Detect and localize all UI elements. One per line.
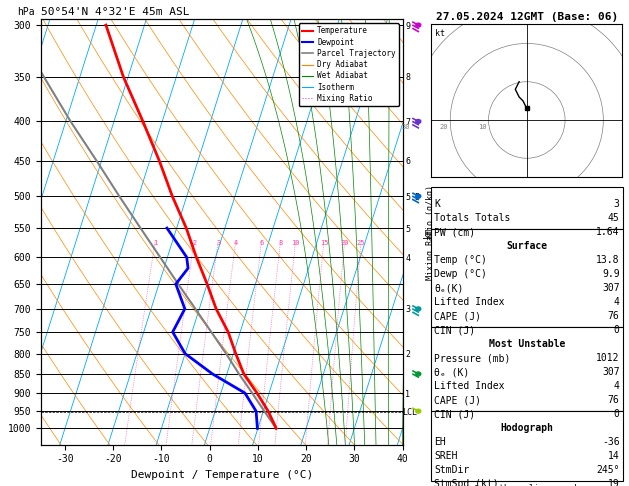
Text: kt: kt	[435, 29, 445, 38]
Text: Temp (°C): Temp (°C)	[434, 255, 487, 265]
Text: 19: 19	[608, 479, 620, 486]
Text: 4: 4	[614, 297, 620, 307]
Text: θₑ (K): θₑ (K)	[434, 367, 469, 377]
Text: Surface: Surface	[506, 241, 547, 251]
Text: 0: 0	[614, 325, 620, 335]
Text: StmSpd (kt): StmSpd (kt)	[434, 479, 499, 486]
Text: 1: 1	[153, 240, 157, 246]
Text: CAPE (J): CAPE (J)	[434, 311, 481, 321]
Text: CAPE (J): CAPE (J)	[434, 395, 481, 405]
Text: © weatheronline.co.uk: © weatheronline.co.uk	[474, 484, 579, 486]
Text: -36: -36	[602, 437, 620, 447]
Text: 0: 0	[614, 409, 620, 419]
Text: Mixing Ratio (g/kg): Mixing Ratio (g/kg)	[426, 185, 435, 279]
Text: 4: 4	[234, 240, 238, 246]
Text: 9.9: 9.9	[602, 269, 620, 279]
Text: hPa: hPa	[18, 7, 35, 17]
Text: Lifted Index: Lifted Index	[434, 297, 504, 307]
Text: 307: 307	[602, 283, 620, 293]
Text: 4: 4	[614, 381, 620, 391]
Text: Dewp (°C): Dewp (°C)	[434, 269, 487, 279]
Text: θₑ(K): θₑ(K)	[434, 283, 464, 293]
Text: CIN (J): CIN (J)	[434, 325, 475, 335]
Text: 8: 8	[279, 240, 283, 246]
Text: Lifted Index: Lifted Index	[434, 381, 504, 391]
Y-axis label: km
ASL: km ASL	[423, 223, 445, 241]
Text: 1.64: 1.64	[596, 227, 620, 237]
Text: CIN (J): CIN (J)	[434, 409, 475, 419]
Text: 10: 10	[478, 124, 487, 130]
Text: 2: 2	[192, 240, 196, 246]
Text: SREH: SREH	[434, 451, 457, 461]
Text: 307: 307	[602, 367, 620, 377]
Text: 1012: 1012	[596, 353, 620, 363]
Text: 14: 14	[608, 451, 620, 461]
Text: 30: 30	[401, 124, 410, 130]
Text: K: K	[434, 199, 440, 209]
Text: PW (cm): PW (cm)	[434, 227, 475, 237]
Text: EH: EH	[434, 437, 446, 447]
Text: 15: 15	[320, 240, 328, 246]
Text: Hodograph: Hodograph	[500, 423, 554, 433]
Text: 6: 6	[260, 240, 264, 246]
Text: 76: 76	[608, 395, 620, 405]
Text: StmDir: StmDir	[434, 465, 469, 475]
Text: 10: 10	[291, 240, 300, 246]
X-axis label: Dewpoint / Temperature (°C): Dewpoint / Temperature (°C)	[131, 470, 313, 480]
Legend: Temperature, Dewpoint, Parcel Trajectory, Dry Adiabat, Wet Adiabat, Isotherm, Mi: Temperature, Dewpoint, Parcel Trajectory…	[299, 23, 399, 106]
Text: 27.05.2024 12GMT (Base: 06): 27.05.2024 12GMT (Base: 06)	[436, 12, 618, 22]
Text: 45: 45	[608, 213, 620, 223]
Text: 20: 20	[440, 124, 448, 130]
Text: Most Unstable: Most Unstable	[489, 339, 565, 349]
Text: 13.8: 13.8	[596, 255, 620, 265]
Text: 25: 25	[357, 240, 365, 246]
Text: Totals Totals: Totals Totals	[434, 213, 510, 223]
Text: 20: 20	[340, 240, 349, 246]
Text: Pressure (mb): Pressure (mb)	[434, 353, 510, 363]
Text: 245°: 245°	[596, 465, 620, 475]
Text: 3: 3	[216, 240, 220, 246]
Text: 76: 76	[608, 311, 620, 321]
Text: LCL: LCL	[403, 408, 418, 417]
Text: 50°54'N 4°32'E 45m ASL: 50°54'N 4°32'E 45m ASL	[41, 7, 189, 17]
Text: 3: 3	[614, 199, 620, 209]
